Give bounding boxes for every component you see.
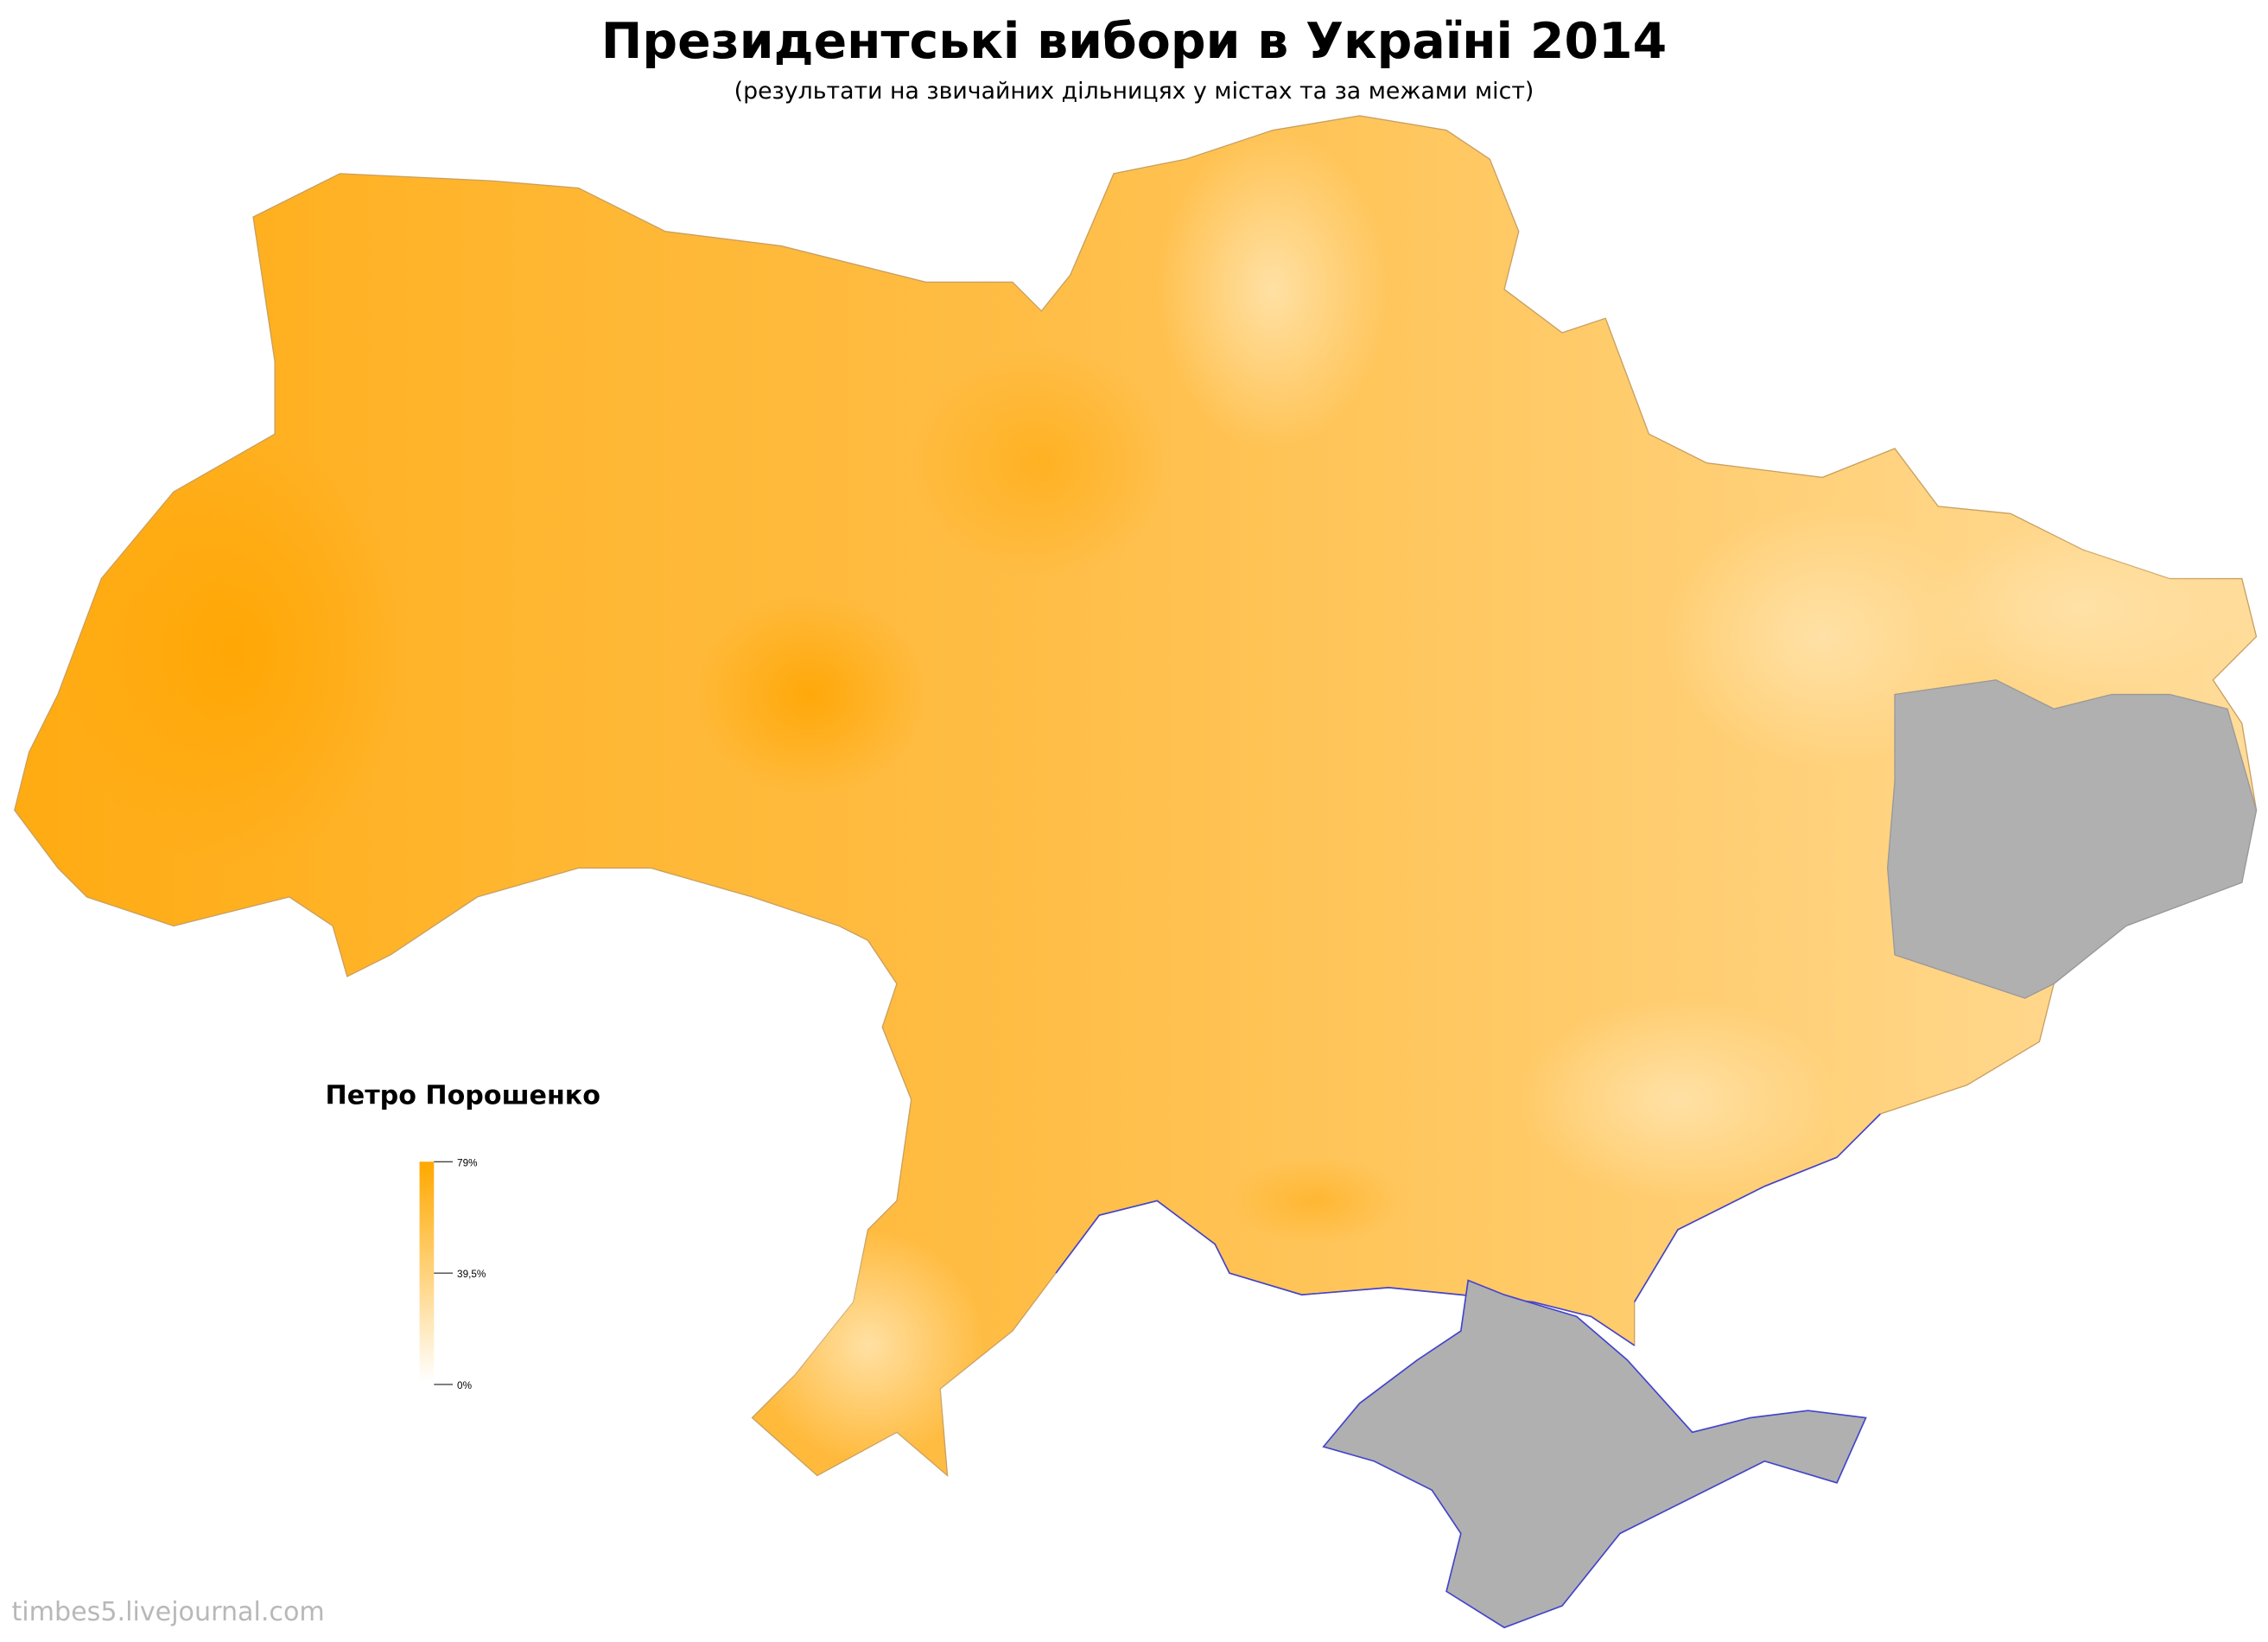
low-share-chernihiv: [1157, 130, 1389, 449]
coastline: [1055, 1113, 1881, 1346]
high-share-west: [58, 434, 405, 869]
low-share-zaporizhzhia: [1518, 998, 1838, 1201]
watermark: timbes5.livejournal.com: [11, 1597, 324, 1627]
crimea-no-data: [1322, 1279, 1867, 1629]
legend-color-bar: [419, 1161, 435, 1382]
low-share-odesa-south: [752, 1229, 984, 1461]
high-share-kyiv: [911, 347, 1172, 579]
low-share-luhansk-north: [1923, 520, 2242, 695]
high-share-vinnytsia: [694, 593, 926, 796]
legend-title: Петро Порошенко: [326, 1080, 600, 1111]
map-title: Президентські вибори в Україні 2014: [601, 13, 1668, 70]
legend: Петро Порошенко 79% 39,5% 0%: [326, 1080, 600, 1391]
map-subtitle: (результати на звичайних дільницях у міс…: [734, 78, 1534, 105]
legend-label-min: 0%: [457, 1380, 472, 1391]
donbas-no-data: [1886, 679, 2258, 999]
legend-label-mid: 39,5%: [457, 1269, 486, 1280]
high-share-kherson: [1229, 1157, 1403, 1244]
legend-label-max: 79%: [457, 1157, 477, 1168]
